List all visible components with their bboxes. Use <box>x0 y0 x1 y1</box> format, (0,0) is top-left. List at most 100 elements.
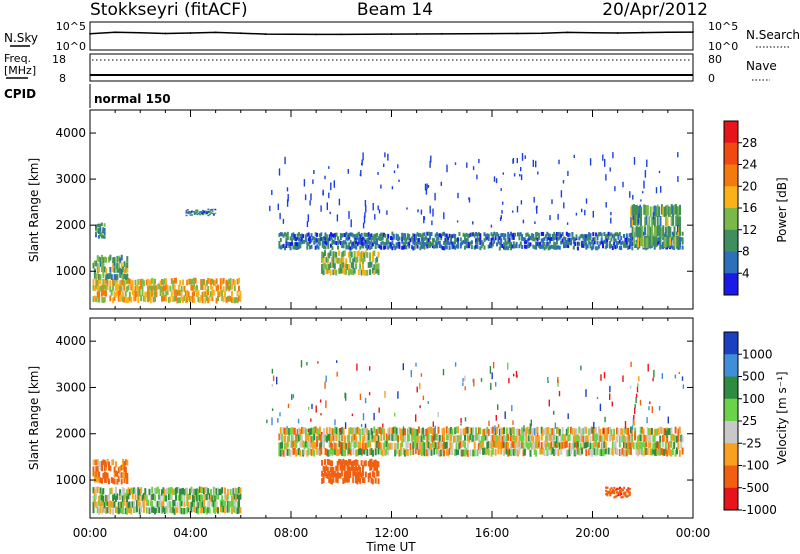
velocity-cell <box>420 435 423 443</box>
velocity-cell <box>445 433 448 441</box>
power-cell <box>635 204 638 216</box>
power-cell <box>102 268 105 275</box>
power-cell <box>163 295 166 301</box>
power-cell <box>351 245 353 250</box>
velocity-cell <box>670 433 673 441</box>
power-cell <box>610 237 613 242</box>
power-echo <box>632 194 634 200</box>
power-echo <box>581 208 583 213</box>
power-cell <box>624 238 627 242</box>
power-cell <box>97 230 100 234</box>
velocity-cell <box>636 449 639 457</box>
power-echo <box>426 183 428 190</box>
power-cell <box>611 246 614 250</box>
power-cell <box>604 240 607 245</box>
velocity-cell <box>362 477 364 483</box>
velocity-cell <box>325 448 328 456</box>
velocity-cell <box>120 493 123 500</box>
power-cell <box>102 283 105 290</box>
velocity-cell <box>657 427 660 435</box>
velocity-cell <box>553 433 556 441</box>
power-cell <box>169 285 172 292</box>
power-cell <box>586 244 589 249</box>
velocity-cell <box>108 461 110 468</box>
power-cell <box>238 277 240 284</box>
velocity-cell <box>433 433 436 441</box>
power-cell <box>549 245 551 250</box>
velocity-cell <box>586 435 589 443</box>
velocity-cell <box>593 434 596 441</box>
power-cell <box>109 254 112 261</box>
power-echo <box>328 192 330 199</box>
power-cell <box>201 212 204 214</box>
power-cell <box>543 236 546 241</box>
power-cell <box>342 240 345 245</box>
power-cell <box>655 236 658 248</box>
velocity-cell <box>417 426 420 434</box>
power-cell <box>317 238 320 242</box>
velocity-cell <box>618 435 621 443</box>
power-cell <box>373 234 376 238</box>
velocity-cell <box>431 428 434 436</box>
power-cell <box>645 246 648 251</box>
power-cell <box>357 240 360 245</box>
power-cell <box>353 251 356 257</box>
velocity-cell <box>356 478 359 485</box>
power-cell <box>500 237 503 242</box>
velocity-cell <box>496 435 498 443</box>
power-cell <box>397 237 399 242</box>
velocity-cell <box>536 442 539 449</box>
power-cell <box>673 204 676 215</box>
power-echo <box>377 172 379 175</box>
power-cell <box>490 237 493 242</box>
velocity-cell <box>504 435 507 443</box>
power-cell <box>203 291 205 298</box>
velocity-cell <box>676 447 678 455</box>
velocity-cell <box>422 427 425 435</box>
velocity-cell <box>515 435 518 443</box>
velocity-echo <box>603 372 606 379</box>
power-echo <box>377 205 379 211</box>
velocity-cell <box>383 442 386 450</box>
velocity-cell <box>197 508 200 515</box>
velocity-cell <box>597 440 600 448</box>
power-cell <box>190 295 193 302</box>
power-cell <box>288 241 291 246</box>
power-cell <box>191 296 194 303</box>
power-cell <box>96 223 99 228</box>
velocity-cell <box>401 428 404 436</box>
power-cell <box>316 238 319 243</box>
power-cell <box>369 252 372 259</box>
velocity-cell <box>639 426 642 434</box>
velocity-cell <box>512 427 515 434</box>
power-cell <box>589 244 592 249</box>
velocity-cell <box>347 476 350 483</box>
power-echo <box>499 217 502 221</box>
power-cell <box>546 243 549 248</box>
velocity-cell <box>289 428 292 435</box>
power-cell <box>201 210 204 213</box>
power-cell <box>201 284 204 290</box>
velocity-echo <box>420 373 423 377</box>
velocity-cell <box>345 460 348 466</box>
velocity-cell <box>480 436 483 443</box>
velocity-cell <box>592 442 595 450</box>
power-cell <box>648 216 651 227</box>
velocity-cell <box>629 435 632 443</box>
velocity-cell <box>333 471 336 477</box>
power-cell <box>173 284 176 291</box>
power-cell <box>600 232 603 237</box>
power-cell <box>637 227 640 238</box>
velocity-cell <box>352 477 355 483</box>
power-cell <box>140 283 143 290</box>
velocity-cell <box>235 488 238 495</box>
velocity-cell <box>217 487 219 495</box>
velocity-echo <box>464 375 466 382</box>
velocity-cell <box>380 434 383 442</box>
power-cell <box>561 232 564 236</box>
velocity-echo <box>310 418 312 422</box>
velocity-cell <box>332 441 335 449</box>
x-tick-label: 00:00 <box>676 526 711 540</box>
velocity-cell <box>510 434 512 442</box>
power-echo <box>282 218 285 224</box>
